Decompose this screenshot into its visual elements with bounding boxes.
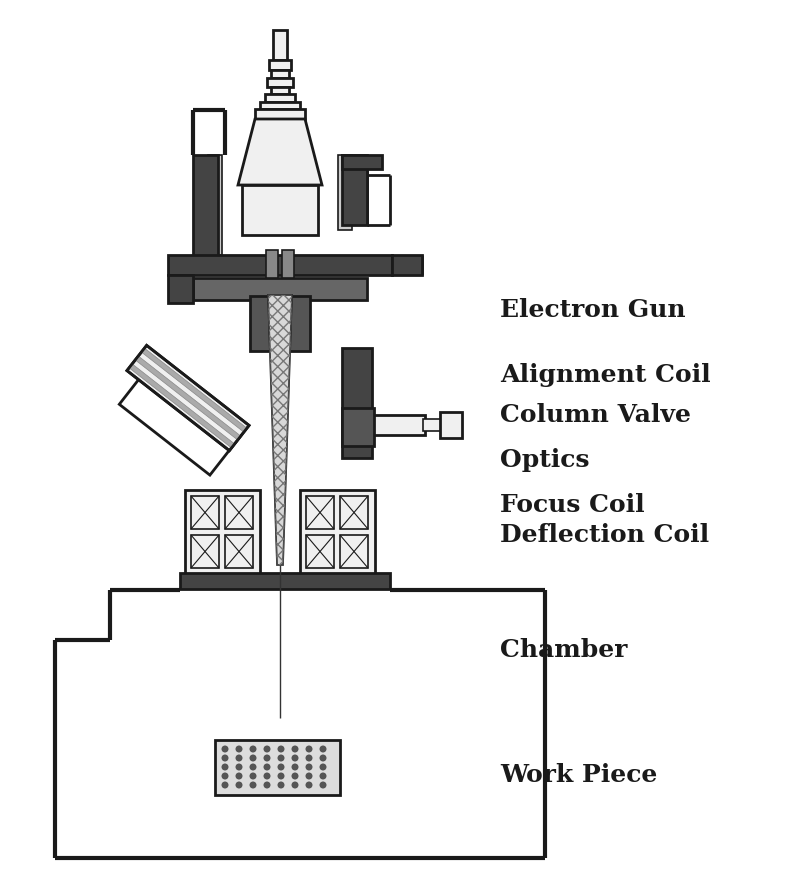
Bar (271, 87, 289, 94)
Bar (340, 496, 368, 529)
Polygon shape (268, 295, 292, 565)
Circle shape (291, 772, 299, 780)
Bar (168, 255, 392, 275)
Circle shape (291, 755, 299, 762)
Circle shape (278, 755, 284, 762)
Circle shape (221, 772, 229, 780)
Circle shape (221, 746, 229, 753)
Circle shape (320, 764, 327, 771)
Circle shape (250, 746, 257, 753)
Circle shape (250, 764, 257, 771)
Circle shape (291, 781, 299, 789)
Bar (191, 496, 219, 529)
Circle shape (306, 772, 312, 780)
Circle shape (306, 746, 312, 753)
Bar (300, 490, 375, 575)
Bar (340, 535, 368, 568)
Circle shape (236, 764, 242, 771)
Bar (260, 102, 300, 109)
Circle shape (320, 755, 327, 762)
Circle shape (221, 764, 229, 771)
Bar (392, 255, 422, 275)
Bar (306, 535, 334, 568)
Circle shape (320, 772, 327, 780)
Bar (342, 348, 372, 458)
Polygon shape (142, 348, 247, 432)
Circle shape (250, 781, 257, 789)
Bar (215, 740, 340, 795)
Bar (193, 278, 367, 300)
Circle shape (306, 781, 312, 789)
Circle shape (263, 772, 270, 780)
Text: Alignment Coil: Alignment Coil (500, 363, 711, 387)
Circle shape (320, 746, 327, 753)
Circle shape (306, 755, 312, 762)
Bar (267, 78, 293, 87)
Bar (273, 30, 287, 60)
Bar (255, 109, 305, 119)
Bar (180, 573, 390, 589)
Bar (191, 535, 219, 568)
Bar (250, 296, 310, 351)
Bar (242, 185, 318, 235)
Text: Work Piece: Work Piece (500, 763, 658, 787)
Circle shape (236, 781, 242, 789)
Bar (342, 155, 382, 169)
Bar (282, 250, 294, 278)
Bar (266, 250, 278, 278)
Polygon shape (135, 356, 241, 440)
Bar (225, 496, 253, 529)
Circle shape (236, 772, 242, 780)
Bar (342, 408, 374, 446)
Circle shape (236, 755, 242, 762)
Bar (271, 70, 289, 78)
Bar (306, 496, 334, 529)
Circle shape (263, 764, 270, 771)
Polygon shape (238, 119, 322, 185)
Text: Deflection Coil: Deflection Coil (500, 523, 709, 547)
Circle shape (278, 764, 284, 771)
Bar (225, 535, 253, 568)
Circle shape (236, 746, 242, 753)
Bar (193, 155, 218, 265)
Circle shape (263, 746, 270, 753)
Bar (269, 60, 291, 70)
Bar (370, 415, 425, 435)
Bar (440, 412, 462, 438)
Circle shape (221, 755, 229, 762)
Bar (208, 155, 222, 255)
Text: Electron Gun: Electron Gun (500, 298, 686, 322)
Circle shape (291, 764, 299, 771)
Circle shape (306, 764, 312, 771)
Circle shape (278, 781, 284, 789)
Circle shape (263, 755, 270, 762)
Circle shape (250, 755, 257, 762)
Bar (265, 94, 295, 102)
Circle shape (320, 781, 327, 789)
Text: Optics: Optics (500, 448, 589, 472)
Circle shape (278, 772, 284, 780)
Bar (185, 490, 260, 575)
Polygon shape (127, 345, 249, 450)
Circle shape (263, 781, 270, 789)
Circle shape (250, 772, 257, 780)
Circle shape (221, 781, 229, 789)
Polygon shape (129, 364, 234, 448)
Circle shape (278, 746, 284, 753)
Text: Chamber: Chamber (500, 638, 627, 662)
Text: Column Valve: Column Valve (500, 403, 691, 427)
Bar (338, 155, 352, 230)
Circle shape (291, 746, 299, 753)
Bar (168, 275, 193, 303)
Text: Focus Coil: Focus Coil (500, 493, 645, 517)
Bar (342, 155, 367, 225)
Bar (365, 422, 373, 434)
Bar (423, 419, 441, 431)
